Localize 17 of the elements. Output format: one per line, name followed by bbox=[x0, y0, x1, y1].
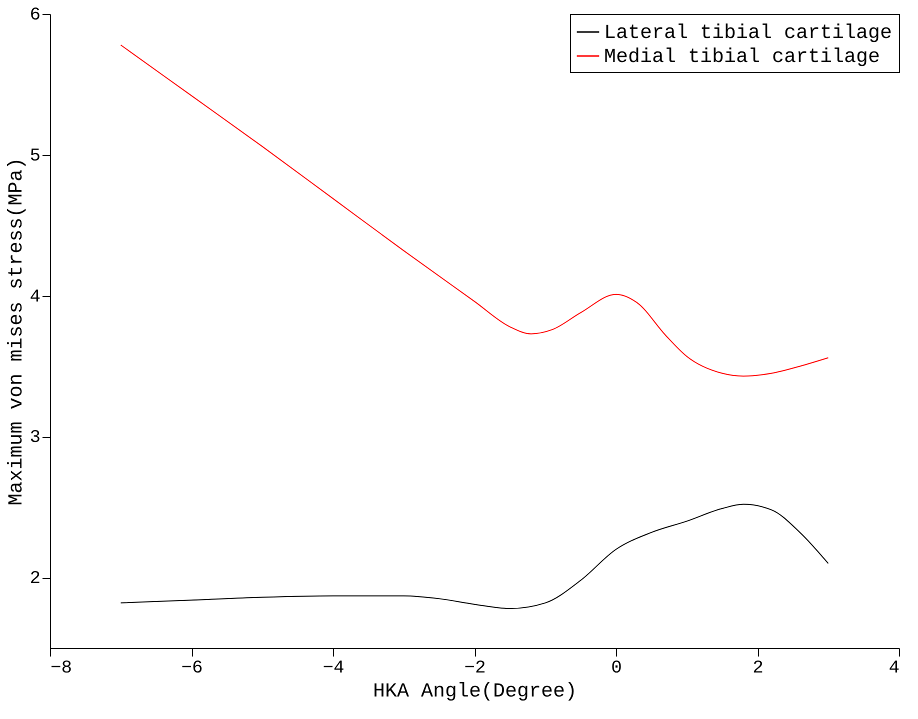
y-tick-label: 6 bbox=[30, 6, 40, 26]
y-tick-label: 4 bbox=[30, 287, 40, 308]
legend-label: Lateral tibial cartilage bbox=[604, 22, 892, 45]
y-tick-label: 5 bbox=[30, 146, 40, 166]
legend-label: Medial tibial cartilage bbox=[604, 46, 880, 69]
x-tick-label: 0 bbox=[611, 658, 622, 678]
x-tick-label: −8 bbox=[50, 658, 72, 678]
y-axis-title: Maximum von mises stress(MPa) bbox=[6, 157, 29, 506]
x-tick-label: −2 bbox=[464, 658, 486, 678]
y-tick-label: 3 bbox=[30, 428, 40, 448]
x-tick-label: −4 bbox=[322, 658, 344, 678]
x-tick-label: −6 bbox=[181, 658, 203, 678]
x-tick-label: 2 bbox=[752, 658, 764, 678]
x-tick-label: 4 bbox=[888, 658, 900, 678]
line-series bbox=[120, 504, 829, 610]
y-tick-label: 2 bbox=[30, 569, 40, 590]
x-axis-title: HKA Angle(Degree) bbox=[372, 680, 578, 704]
